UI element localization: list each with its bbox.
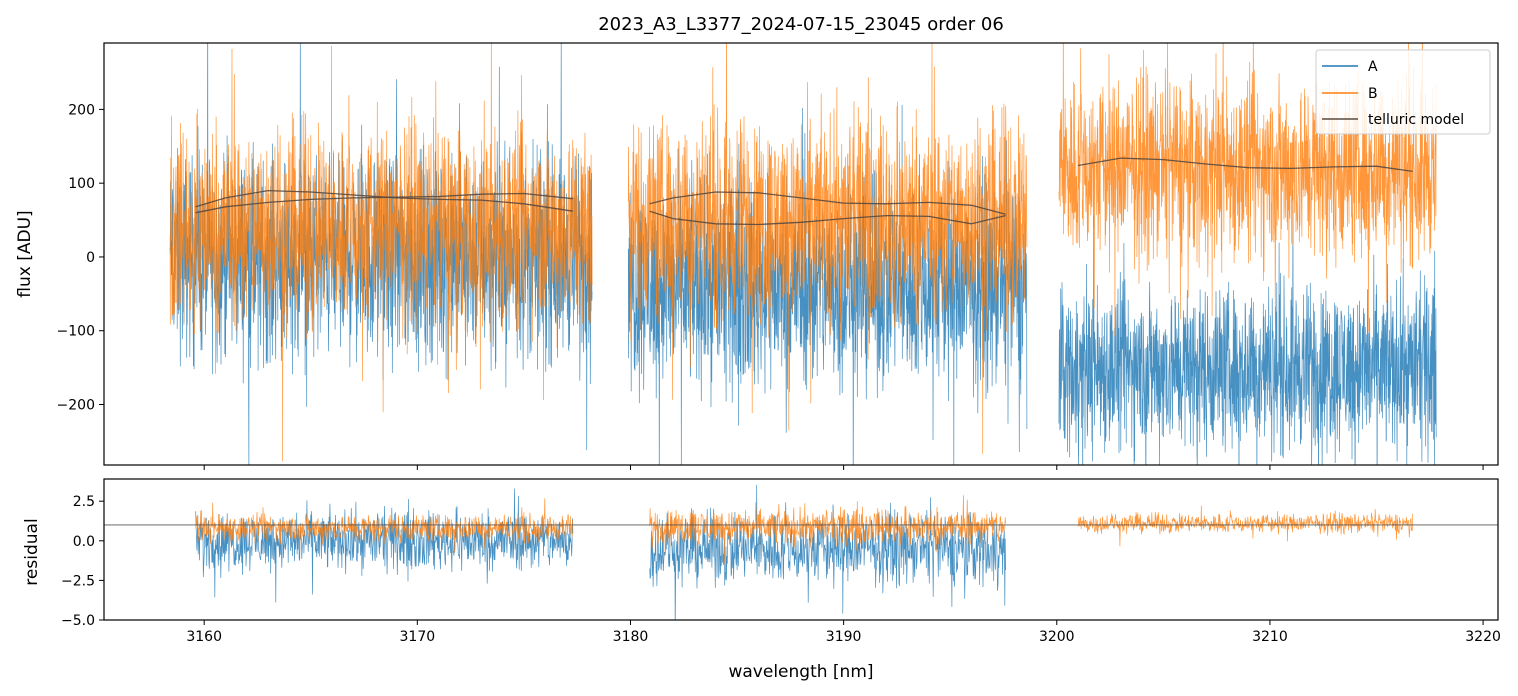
legend-label-a: A: [1368, 59, 1378, 75]
spectrum-series-b-segment-1: [169, 43, 593, 462]
x-tick-label: 3160: [186, 629, 222, 645]
residual-axes-frame: [103, 478, 1499, 621]
x-axis-label: wavelength [nm]: [728, 662, 873, 682]
spectrum-plot-area: [169, 43, 1437, 465]
telluric-model-curve-5: [1077, 157, 1413, 173]
legend-entry-b: B: [1322, 86, 1378, 102]
legend-box: [1315, 49, 1491, 135]
residual-y-axis-label: residual: [22, 518, 42, 585]
legend-label-telluric-model: telluric model: [1368, 112, 1464, 128]
residual-series-b-segment-1: [195, 498, 574, 553]
x-tick-label: 3200: [1039, 629, 1075, 645]
residual-series-a-segment-1: [195, 488, 574, 603]
x-tick-label: 3170: [400, 629, 436, 645]
spectrum-y-tick-label: 100: [68, 176, 95, 192]
spectrum-panel: 200 100 0 −100 −200 flux [ADU] A B telluric …: [15, 42, 1499, 470]
residual-y-tick-label: 0.0: [73, 534, 95, 550]
spectrum-series-b-segment-2: [627, 43, 1028, 454]
x-tick-label: 3180: [613, 629, 649, 645]
spectrum-y-tick-label: −100: [57, 324, 95, 340]
chart-title: 2023_A3_L3377_2024-07-15_23045 order 06: [598, 14, 1004, 35]
legend-entry-a: A: [1322, 59, 1378, 75]
telluric-model-curve-1: [195, 189, 573, 212]
spectrum-y-axis-label: flux [ADU]: [15, 210, 35, 297]
residual-y-tick-label: −2.5: [61, 573, 95, 589]
telluric-model-curve-4: [649, 210, 1006, 226]
residual-series-a-segment-2: [649, 484, 1006, 620]
legend: A B telluric model: [1315, 49, 1491, 135]
residual-y-tick-label: 2.5: [73, 494, 95, 510]
residual-x-ticks: 3160 3170 3180 3190 3200 3210 3220: [186, 620, 1501, 645]
legend-label-b: B: [1368, 86, 1378, 102]
x-tick-label: 3210: [1252, 629, 1288, 645]
spectrum-axes-frame: [103, 42, 1499, 466]
spectrum-y-tick-label: 0: [86, 250, 95, 266]
residual-plot-area: [104, 484, 1498, 620]
spectrum-y-ticks: 200 100 0 −100 −200: [57, 102, 104, 414]
residual-panel: 2.50.0−2.5−5.0 3160 3170 3180 3190 3200 3210 3…: [22, 478, 1501, 682]
x-tick-label: 3190: [826, 629, 862, 645]
spectrum-y-tick-label: 200: [68, 102, 95, 118]
spectrum-y-tick-label: −200: [57, 398, 95, 414]
spectrum-x-ticks: [203, 465, 1484, 470]
telluric-model-curve-2: [195, 192, 573, 214]
x-tick-label: 3220: [1465, 629, 1501, 645]
telluric-model-curve-3: [649, 191, 1006, 215]
legend-entry-telluric-model: telluric model: [1322, 112, 1464, 128]
spectrum-series-a-segment-3: [1058, 189, 1437, 465]
residual-series-b-segment-3: [1077, 505, 1414, 547]
residual-series-b-segment-2: [649, 495, 1006, 564]
residual-y-tick-label: −5.0: [61, 613, 95, 629]
spectrum-series-b-segment-3: [1058, 43, 1437, 337]
residual-y-ticks: 2.5 0.0 −2.5 −5.0: [61, 494, 104, 629]
